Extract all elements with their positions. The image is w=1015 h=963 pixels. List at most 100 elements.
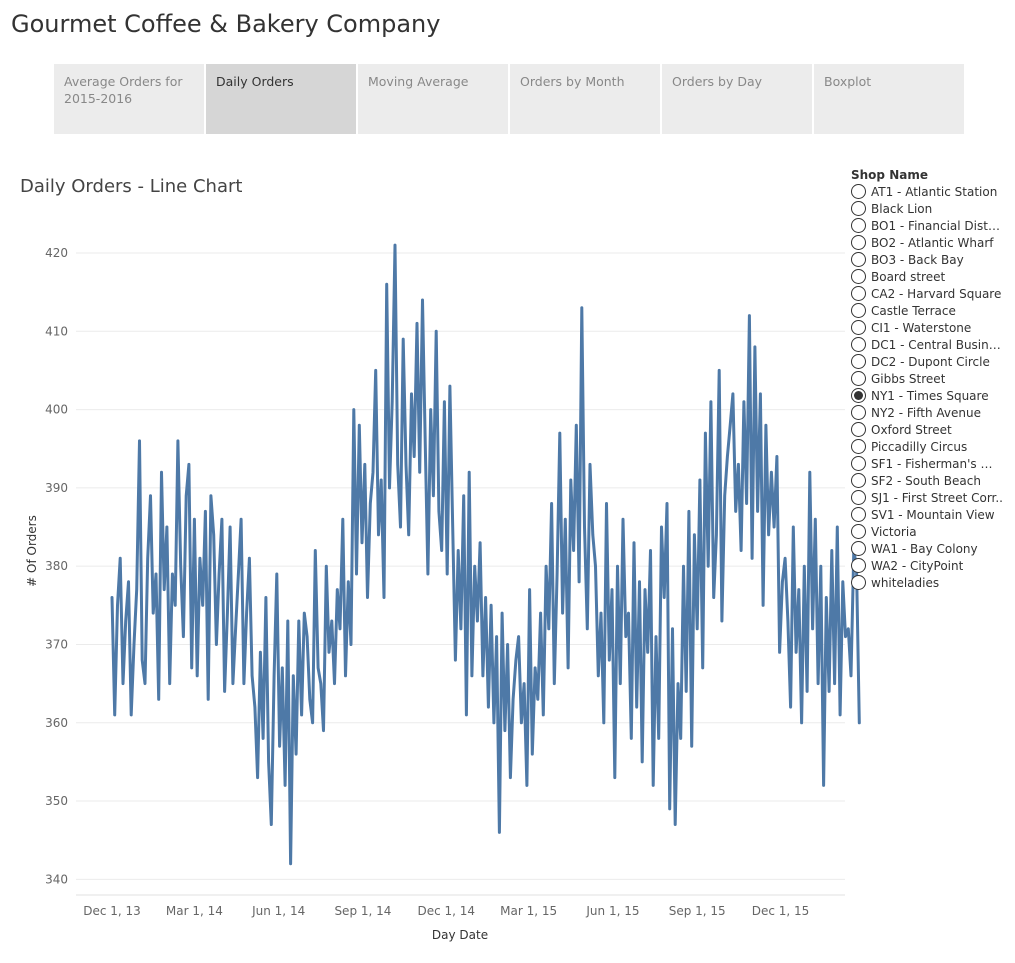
data-point — [311, 721, 314, 724]
radio-button[interactable] — [851, 286, 866, 301]
filter-option[interactable]: Black Lion — [851, 200, 1011, 217]
tab-daily-orders[interactable]: Daily Orders — [206, 64, 356, 134]
filter-option[interactable]: SF1 - Fisherman's Wh.. — [851, 455, 1011, 472]
data-point — [295, 753, 297, 755]
filter-option[interactable]: Board street — [851, 268, 1011, 285]
data-point — [462, 494, 465, 497]
data-point — [652, 784, 655, 787]
filter-option[interactable]: NY2 - Fifth Avenue — [851, 404, 1011, 421]
data-point — [399, 526, 402, 528]
data-point — [218, 573, 220, 575]
radio-button[interactable] — [851, 507, 866, 522]
filter-option-label: DC2 - Dupont Circle — [871, 354, 990, 369]
radio-button[interactable] — [851, 405, 866, 420]
filter-option[interactable]: Castle Terrace — [851, 302, 1011, 319]
filter-option-label: CI1 - Waterstone — [871, 320, 972, 335]
data-point — [127, 581, 130, 583]
radio-button[interactable] — [851, 490, 866, 505]
tab-average-orders[interactable]: Average Orders for 2015-2016 — [54, 64, 204, 134]
filter-option[interactable]: SJ1 - First Street Corr.. — [851, 489, 1011, 506]
filter-option[interactable]: BO1 - Financial Distri.. — [851, 217, 1011, 234]
radio-button[interactable] — [851, 558, 866, 573]
filter-option-label: DC1 - Central Busines.. — [871, 337, 1003, 352]
radio-button[interactable] — [851, 218, 866, 233]
data-point — [468, 471, 470, 474]
dashboard-tabs: Average Orders for 2015-2016 Daily Order… — [54, 64, 964, 134]
data-point — [668, 808, 671, 810]
data-point — [333, 682, 336, 685]
radio-button[interactable] — [851, 541, 866, 556]
filter-option[interactable]: Oxford Street — [851, 421, 1011, 438]
data-point — [262, 737, 264, 740]
tab-orders-by-month[interactable]: Orders by Month — [510, 64, 660, 134]
filter-option[interactable]: Gibbs Street — [851, 370, 1011, 387]
filter-option[interactable]: NY1 - Times Square — [851, 387, 1011, 404]
data-point — [674, 823, 677, 826]
radio-button[interactable] — [851, 235, 866, 250]
data-point — [858, 721, 861, 724]
data-point — [407, 534, 410, 536]
tab-orders-by-day[interactable]: Orders by Day — [662, 64, 812, 134]
data-point — [578, 581, 580, 583]
radio-button[interactable] — [851, 337, 866, 352]
filter-option[interactable]: whiteladies — [851, 574, 1011, 591]
radio-button[interactable] — [851, 456, 866, 471]
data-point — [770, 471, 773, 474]
radio-button[interactable] — [851, 184, 866, 199]
filter-option-label: whiteladies — [871, 575, 940, 590]
filter-option[interactable]: Piccadilly Circus — [851, 438, 1011, 455]
filter-option-label: BO2 - Atlantic Wharf — [871, 235, 994, 250]
radio-button[interactable] — [851, 371, 866, 386]
radio-button[interactable] — [851, 269, 866, 284]
radio-button[interactable] — [851, 439, 866, 454]
data-point — [798, 588, 800, 591]
data-point — [146, 557, 149, 560]
data-point — [278, 745, 281, 748]
filter-option-label: AT1 - Atlantic Station — [871, 184, 998, 199]
filter-option[interactable]: AT1 - Atlantic Station — [851, 183, 1011, 200]
data-point — [226, 612, 229, 614]
filter-options: AT1 - Atlantic Station Black Lion BO1 - Fi… — [851, 183, 1011, 591]
data-point — [773, 526, 775, 528]
data-point — [685, 690, 687, 693]
data-point — [696, 627, 698, 630]
data-point — [515, 659, 517, 661]
data-point — [460, 627, 462, 630]
filter-option[interactable]: CA2 - Harvard Square — [851, 285, 1011, 302]
radio-button[interactable] — [851, 201, 866, 216]
data-point — [751, 557, 753, 560]
filter-option[interactable]: DC1 - Central Busines.. — [851, 336, 1011, 353]
data-point — [520, 721, 523, 724]
filter-option[interactable]: WA2 - CityPoint — [851, 557, 1011, 574]
filter-option-label: CA2 - Harvard Square — [871, 286, 1002, 301]
filter-option[interactable]: WA1 - Bay Colony — [851, 540, 1011, 557]
filter-option[interactable]: DC2 - Dupont Circle — [851, 353, 1011, 370]
filter-option[interactable]: Victoria — [851, 523, 1011, 540]
data-point — [828, 690, 830, 693]
data-point — [767, 534, 770, 536]
data-point — [649, 549, 652, 552]
data-point — [564, 518, 567, 520]
data-point — [166, 526, 168, 528]
radio-button[interactable] — [851, 388, 866, 403]
tab-boxplot[interactable]: Boxplot — [814, 64, 964, 134]
radio-button[interactable] — [851, 354, 866, 369]
filter-option[interactable]: SV1 - Mountain View — [851, 506, 1011, 523]
filter-option[interactable]: SF2 - South Beach — [851, 472, 1011, 489]
data-point — [438, 510, 440, 513]
filter-option-label: NY1 - Times Square — [871, 388, 989, 403]
data-point — [611, 588, 613, 591]
radio-button[interactable] — [851, 422, 866, 437]
filter-option[interactable]: CI1 - Waterstone — [851, 319, 1011, 336]
filter-option[interactable]: BO2 - Atlantic Wharf — [851, 234, 1011, 251]
data-point — [743, 400, 745, 403]
data-point — [581, 306, 583, 309]
radio-button[interactable] — [851, 303, 866, 318]
radio-button[interactable] — [851, 473, 866, 488]
tab-moving-average[interactable]: Moving Average — [358, 64, 508, 134]
radio-button[interactable] — [851, 320, 866, 335]
radio-button[interactable] — [851, 524, 866, 539]
filter-option[interactable]: BO3 - Back Bay — [851, 251, 1011, 268]
radio-button[interactable] — [851, 252, 866, 267]
radio-button[interactable] — [851, 575, 866, 590]
